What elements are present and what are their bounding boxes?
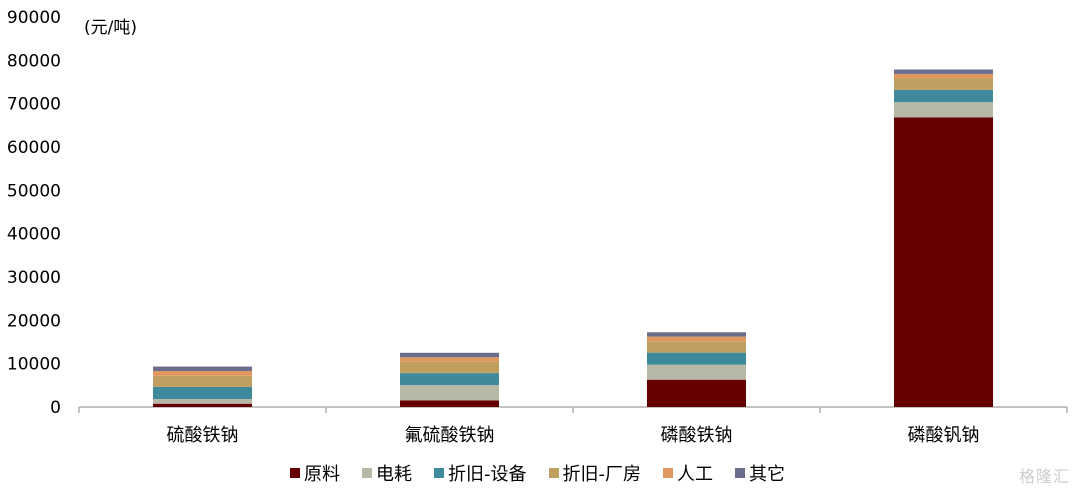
legend-item: 人工 [663, 460, 713, 486]
watermark-logo: 格隆汇 [1018, 467, 1070, 486]
bar-segment [647, 336, 746, 342]
y-tick-label: 60000 [7, 138, 61, 158]
bar-segment [647, 341, 746, 353]
bar-segment [647, 352, 746, 365]
legend-label: 人工 [677, 464, 713, 485]
y-tick-label: 10000 [7, 355, 61, 375]
legend-label: 原料 [304, 464, 340, 485]
bar-segment [400, 400, 499, 407]
bar-segment [153, 370, 252, 376]
y-tick-label: 20000 [7, 311, 61, 331]
y-tick-label: 80000 [7, 51, 61, 71]
y-tick-label: 30000 [7, 268, 61, 288]
y-tick-label: 40000 [7, 225, 61, 245]
bar-segment [153, 403, 252, 407]
legend-item: 折旧-设备 [434, 460, 527, 486]
y-tick-label: 50000 [7, 181, 61, 201]
bar-segment [400, 373, 499, 386]
x-category-label: 磷酸钒钠 [908, 425, 980, 446]
bar-segment [647, 332, 746, 337]
bar-segment [894, 69, 993, 74]
legend-label: 电耗 [376, 464, 412, 485]
bar-segment [400, 385, 499, 401]
y-tick-label: 70000 [7, 95, 61, 115]
x-category-label: 磷酸铁钠 [661, 425, 733, 446]
bar-segment [894, 78, 993, 90]
legend: 原料 电耗 折旧-设备 折旧-厂房 人工 其它 [290, 460, 785, 486]
bar-segment [400, 357, 499, 362]
legend-item: 电耗 [362, 460, 412, 486]
legend-swatch [290, 468, 300, 478]
y-tick-label: 90000 [7, 8, 61, 28]
bar-segment [400, 361, 499, 374]
bar-segment [153, 375, 252, 387]
bar-segment [153, 399, 252, 404]
legend-item: 其它 [735, 460, 785, 486]
legend-label: 折旧-设备 [448, 464, 527, 485]
unit-label: (元/吨) [84, 18, 137, 38]
legend-item: 原料 [290, 460, 340, 486]
x-category-label: 氟硫酸铁钠 [405, 425, 495, 446]
bar-segment [894, 102, 993, 118]
legend-label: 其它 [749, 464, 785, 485]
bar-segment [153, 366, 252, 371]
y-tick-label: 0 [50, 398, 61, 418]
legend-label: 折旧-厂房 [562, 464, 642, 485]
legend-swatch [663, 468, 673, 478]
bar-segment [894, 89, 993, 103]
bar-segment [647, 364, 746, 380]
bar-segment [153, 386, 252, 400]
legend-item: 折旧-厂房 [548, 460, 642, 486]
bar-segment [894, 73, 993, 79]
bar-segment [400, 352, 499, 358]
legend-swatch [548, 468, 559, 478]
legend-swatch [735, 468, 745, 478]
x-category-label: 硫酸铁钠 [167, 425, 239, 446]
bar-segment [647, 379, 746, 407]
bar-segment [894, 117, 993, 408]
legend-swatch [362, 468, 372, 478]
legend-swatch [434, 468, 444, 478]
